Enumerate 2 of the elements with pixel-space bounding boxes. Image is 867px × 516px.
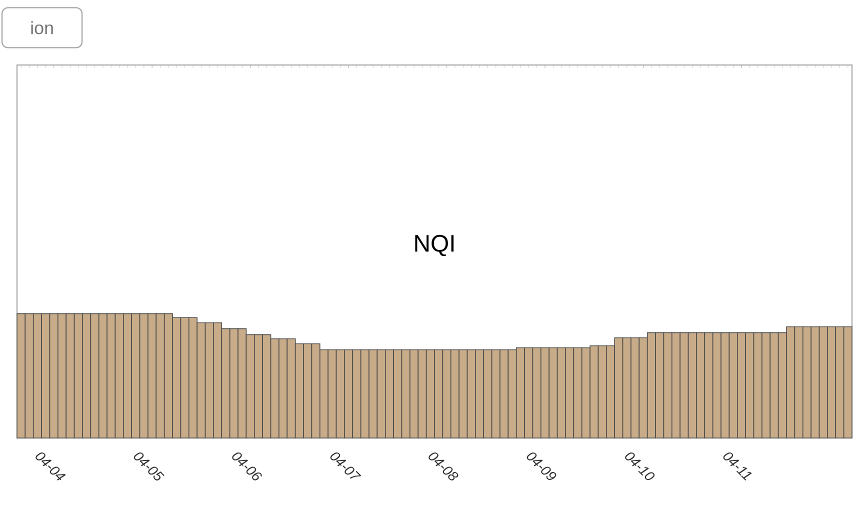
chart-title: NQI: [415, 234, 454, 256]
text: ion: [31, 21, 53, 34]
